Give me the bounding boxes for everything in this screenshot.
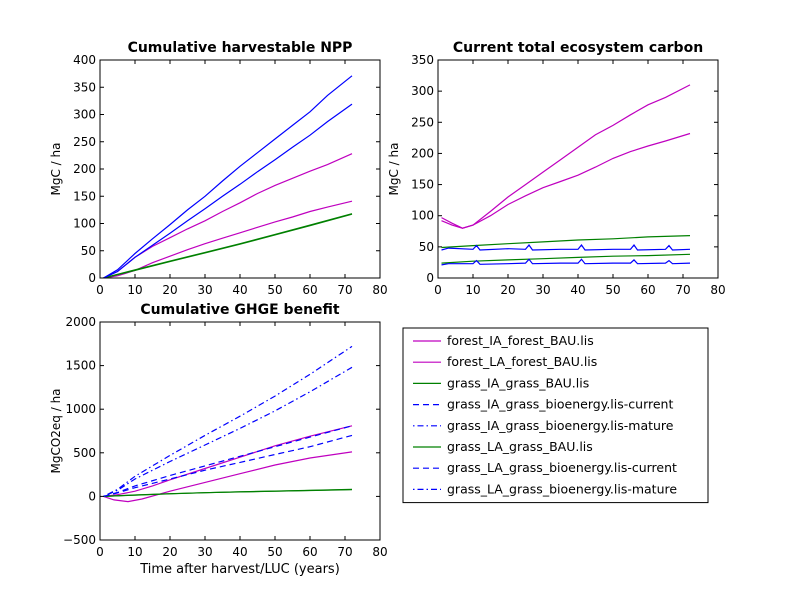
x-tick-label: 70	[675, 283, 690, 297]
series-line-2	[441, 235, 691, 249]
x-tick-label: 30	[197, 545, 212, 559]
x-tick-label: 20	[500, 283, 515, 297]
y-tick-label: 350	[411, 53, 434, 67]
plot-frame	[99, 321, 381, 541]
y-tick-label: 2000	[65, 315, 96, 329]
series-line-3	[103, 213, 353, 278]
y-tick-label: −500	[63, 533, 96, 547]
y-tick-label: 250	[411, 115, 434, 129]
legend: forest_IA_forest_BAU.lis forest_LA_forest…	[402, 327, 709, 504]
series-line-3	[103, 434, 353, 497]
legend-frame	[402, 327, 709, 504]
chart-title: Cumulative harvestable NPP	[128, 40, 353, 56]
x-tick-label: 30	[197, 283, 212, 297]
series-group	[441, 84, 691, 266]
y-tick-label: 150	[73, 189, 96, 203]
y-tick-label: 100	[411, 209, 434, 223]
y-axis-label: MgCO2eq / ha	[49, 388, 63, 473]
y-tick-label: 50	[81, 244, 96, 258]
x-tick-label: 0	[96, 545, 104, 559]
x-tick-label: 0	[96, 283, 104, 297]
series-line-1	[103, 200, 353, 278]
y-tick-label: 200	[73, 162, 96, 176]
x-tick-label: 20	[162, 545, 177, 559]
series-line-5	[441, 258, 691, 266]
y-tick-label: 1500	[65, 359, 96, 373]
x-tick-label: 40	[232, 545, 247, 559]
x-tick-label: 10	[127, 545, 142, 559]
x-tick-label: 50	[605, 283, 620, 297]
series-line-5	[103, 103, 353, 278]
y-tick-label: 500	[73, 446, 96, 460]
y-tick-label: 400	[73, 53, 96, 67]
chart-title: Cumulative GHGE benefit	[140, 302, 340, 318]
x-tick-label: 40	[570, 283, 585, 297]
x-tick-label: 70	[337, 283, 352, 297]
chart-title: Current total ecosystem carbon	[453, 40, 703, 56]
series-line-4	[103, 75, 353, 278]
x-tick-label: 80	[710, 283, 725, 297]
x-tick-label: 60	[302, 545, 317, 559]
legend-label: forest_LA_forest_BAU.lis	[447, 354, 597, 369]
x-tick-label: 50	[267, 283, 282, 297]
series-line-1	[441, 132, 691, 229]
y-tick-label: 250	[73, 135, 96, 149]
legend-label: grass_IA_grass_bioenergy.lis-mature	[447, 418, 674, 433]
y-axis-label: MgC / ha	[49, 143, 63, 196]
series-line-0	[103, 451, 353, 503]
x-axis-label: Time after harvest/LUC (years)	[139, 562, 340, 577]
plot-frame	[99, 59, 381, 279]
x-tick-label: 60	[302, 283, 317, 297]
x-tick-label: 60	[640, 283, 655, 297]
y-tick-label: 0	[88, 271, 96, 285]
series-line-0	[441, 84, 691, 229]
y-tick-label: 350	[73, 80, 96, 94]
y-tick-label: 300	[73, 108, 96, 122]
legend-label: grass_IA_grass_BAU.lis	[447, 375, 589, 390]
series-group	[103, 345, 353, 503]
series-group	[103, 75, 353, 278]
y-tick-label: 100	[73, 217, 96, 231]
series-line-7	[103, 366, 353, 497]
legend-label: grass_LA_grass_bioenergy.lis-mature	[447, 481, 677, 496]
chart-panel-0: 0 10 20 30 40 50 60 70 80 0 50 100 150 200 250 300 350 40…	[49, 40, 388, 297]
chart-panel-1: 0 10 20 30 40 50 60 70 80 0 50 100 150 200 250 300 350 Cu…	[387, 40, 726, 297]
x-tick-label: 0	[434, 283, 442, 297]
series-line-6	[103, 425, 353, 497]
x-tick-label: 10	[465, 283, 480, 297]
x-tick-label: 20	[162, 283, 177, 297]
x-tick-label: 40	[232, 283, 247, 297]
x-tick-label: 70	[337, 545, 352, 559]
series-line-4	[103, 345, 353, 497]
y-tick-label: 1000	[65, 402, 96, 416]
legend-label: grass_LA_grass_bioenergy.lis-current	[447, 460, 677, 475]
x-tick-label: 50	[267, 545, 282, 559]
series-line-4	[441, 244, 691, 251]
x-tick-label: 80	[372, 283, 387, 297]
y-tick-label: 50	[419, 240, 434, 254]
legend-label: grass_IA_grass_bioenergy.lis-current	[447, 397, 673, 412]
chart-panel-2: 0 10 20 30 40 50 60 70 80−5000500100015002000Cum…	[49, 302, 388, 577]
x-tick-label: 10	[127, 283, 142, 297]
series-line-0	[103, 153, 353, 278]
series-line-3	[441, 253, 691, 264]
y-tick-label: 150	[411, 178, 434, 192]
y-tick-label: 0	[88, 489, 96, 503]
series-line-5	[103, 488, 353, 497]
y-tick-label: 200	[411, 146, 434, 160]
legend-label: grass_LA_grass_BAU.lis	[447, 439, 593, 454]
x-tick-label: 80	[372, 545, 387, 559]
x-tick-label: 30	[535, 283, 550, 297]
y-axis-label: MgC / ha	[387, 143, 401, 196]
y-tick-label: 0	[426, 271, 434, 285]
legend-label: forest_IA_forest_BAU.lis	[447, 333, 594, 348]
y-tick-label: 300	[411, 84, 434, 98]
series-line-1	[103, 425, 353, 497]
